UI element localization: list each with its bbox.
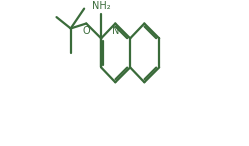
Text: O: O <box>82 26 90 36</box>
Text: N: N <box>112 26 119 36</box>
Text: NH₂: NH₂ <box>92 1 111 11</box>
